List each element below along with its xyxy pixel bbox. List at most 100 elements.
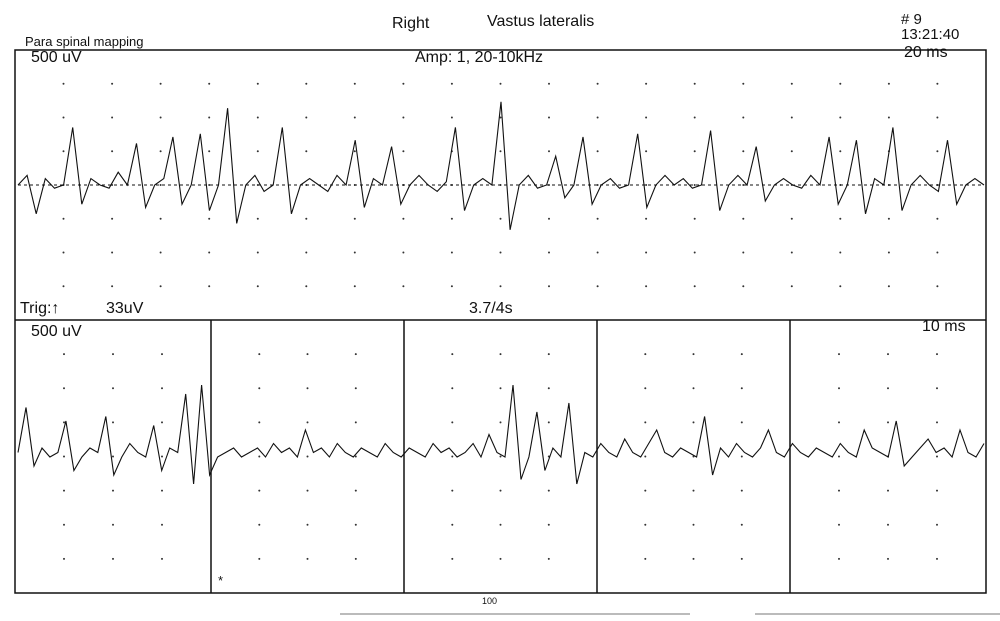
- grid-dot: [936, 353, 938, 356]
- trigger-delay: 3.7/4s: [469, 300, 513, 317]
- grid-dot: [839, 150, 842, 153]
- grid-dot: [450, 116, 453, 119]
- grid-dot: [402, 285, 405, 288]
- grid-dot: [692, 353, 695, 356]
- grid-dot: [887, 353, 889, 356]
- grid-dot: [256, 251, 259, 254]
- grid-dot: [354, 557, 357, 560]
- grid-dot: [839, 217, 842, 220]
- grid-dot: [547, 353, 550, 356]
- grid-dot: [306, 421, 309, 424]
- grid-dot: [402, 150, 405, 153]
- grid-dot: [645, 217, 648, 220]
- grid-dot: [596, 184, 599, 186]
- grid-dot: [354, 387, 357, 390]
- grid-dot: [547, 421, 550, 424]
- grid-dot: [596, 217, 599, 220]
- grid-dot: [742, 184, 745, 186]
- grid-dot: [693, 150, 696, 153]
- grid-dot: [790, 116, 793, 119]
- amplifier-setting: Amp: 1, 20-10kHz: [415, 49, 544, 66]
- grid-dot: [645, 82, 648, 85]
- grid-dot: [499, 421, 502, 424]
- grid-dot: [208, 251, 211, 254]
- grid-dot: [112, 455, 114, 458]
- grid-dot: [644, 387, 647, 390]
- grid-dot: [645, 116, 648, 119]
- grid-dot: [353, 116, 356, 119]
- grid-dot: [306, 455, 309, 458]
- grid-dot: [644, 523, 647, 526]
- grid-dot: [62, 285, 65, 288]
- grid-dot: [936, 387, 938, 390]
- grid-dot: [790, 82, 793, 85]
- grid-dot: [63, 557, 65, 560]
- trigger-marker: *: [218, 573, 224, 588]
- grid-dot: [305, 217, 308, 220]
- grid-dot: [353, 150, 356, 153]
- grid-dot: [258, 523, 261, 526]
- bottom-sensitivity: 500 uV: [31, 323, 82, 340]
- grid-dot: [740, 557, 743, 560]
- grid-dot: [887, 421, 889, 424]
- grid-dot: [305, 251, 308, 254]
- grid-dot: [499, 557, 502, 560]
- grid-dot: [354, 523, 357, 526]
- grid-dot: [499, 82, 502, 85]
- muscle-label: Vastus lateralis: [487, 13, 595, 30]
- grid-dot: [887, 557, 889, 560]
- grid-dot: [256, 82, 259, 85]
- grid-dot: [644, 489, 647, 492]
- grid-dot: [838, 387, 840, 390]
- grid-dot: [936, 421, 938, 424]
- grid-dot: [644, 421, 647, 424]
- bottom-grid: [63, 353, 938, 560]
- grid-dot: [547, 489, 550, 492]
- trigger-label: Trig:↑: [20, 300, 60, 317]
- grid-dot: [548, 217, 550, 220]
- grid-dot: [450, 82, 453, 85]
- grid-dot: [742, 285, 745, 288]
- bottom-emg-trace: [17, 384, 985, 485]
- grid-dot: [740, 353, 743, 356]
- grid-dot: [63, 387, 65, 390]
- grid-dot: [499, 116, 502, 119]
- grid-dot: [159, 184, 162, 186]
- grid-dot: [790, 217, 793, 220]
- bottom-sweep: 10 ms: [922, 318, 966, 335]
- grid-dot: [790, 251, 793, 254]
- grid-dot: [596, 82, 599, 85]
- grid-dot: [499, 217, 502, 220]
- grid-dot: [645, 251, 648, 254]
- grid-dot: [451, 353, 454, 356]
- grid-dot: [256, 217, 259, 220]
- grid-dot: [499, 251, 502, 254]
- grid-dot: [450, 285, 453, 288]
- top-emg-trace: [17, 101, 985, 230]
- grid-dot: [112, 421, 114, 424]
- grid-dot: [161, 557, 163, 560]
- grid-dot: [112, 387, 114, 390]
- outer-frame: [14, 49, 987, 594]
- grid-dot: [256, 150, 259, 153]
- grid-dot: [740, 455, 743, 458]
- grid-dot: [742, 82, 745, 85]
- grid-dot: [159, 150, 162, 153]
- grid-dot: [112, 523, 114, 526]
- grid-dot: [740, 421, 743, 424]
- grid-dot: [692, 387, 695, 390]
- grid-dot: [62, 116, 65, 119]
- grid-dot: [740, 387, 743, 390]
- grid-dot: [451, 557, 454, 560]
- grid-dot: [161, 421, 163, 424]
- grid-dot: [887, 251, 890, 254]
- grid-dot: [451, 455, 454, 458]
- grid-dot: [450, 217, 453, 220]
- grid-dot: [839, 116, 842, 119]
- grid-dot: [451, 523, 454, 526]
- grid-dot: [742, 150, 745, 153]
- grid-dot: [353, 82, 356, 85]
- grid-dot: [63, 353, 65, 356]
- grid-dot: [548, 116, 550, 119]
